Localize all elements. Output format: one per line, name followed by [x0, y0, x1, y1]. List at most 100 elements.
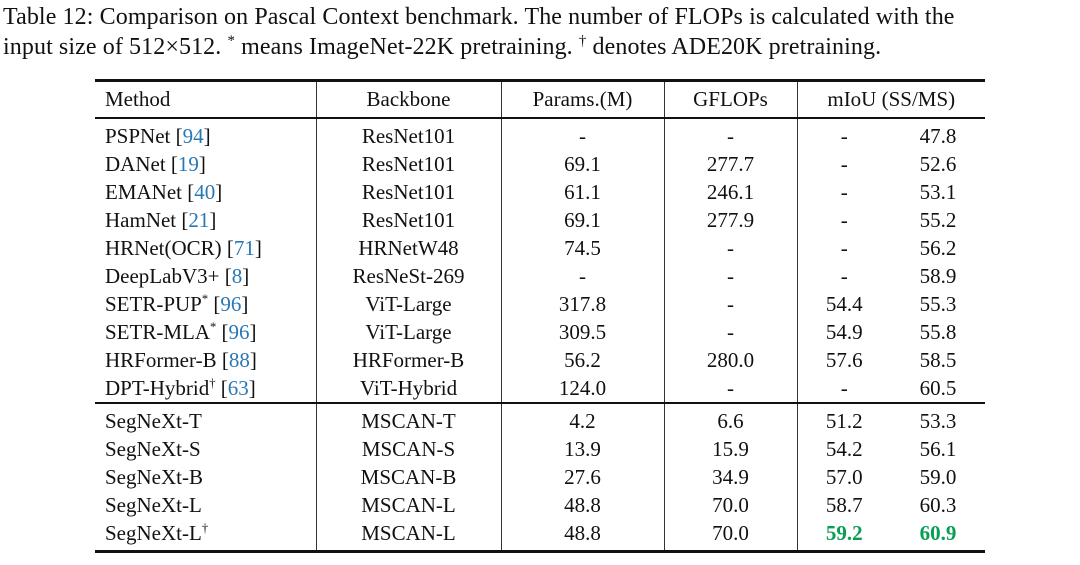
miou-ss-cell: -	[840, 235, 848, 260]
backbone-cell: ResNeSt-269	[316, 262, 502, 291]
backbone-cell: MSCAN-T	[316, 403, 502, 436]
table-group-segnext: SegNeXt-T MSCAN-T 4.2 6.6 51.2 53.3 SegN…	[95, 403, 985, 552]
citation-number[interactable]: 63	[227, 375, 249, 400]
params-cell: 74.5	[501, 234, 665, 263]
miou-ss-cell: -	[840, 179, 848, 204]
backbone-cell: HRNetW48	[316, 234, 502, 263]
gflops-cell: 70.0	[664, 491, 798, 520]
method-name: SegNeXt-S	[105, 436, 201, 461]
citation-ref[interactable]: [96]	[208, 291, 249, 316]
miou-ss-cell: -	[840, 151, 848, 176]
column-header-miou: mIoU (SS/MS)	[827, 86, 956, 111]
method-cell: SETR-PUP* [96]	[95, 290, 317, 319]
table-row: HRNet(OCR) [71] HRNetW48 74.5 - - 56.2	[95, 234, 985, 263]
column-header-backbone: Backbone	[316, 80, 502, 119]
citation-number[interactable]: 40	[194, 179, 216, 204]
miou-ss-cell: -	[840, 207, 848, 232]
method-superscript: †	[201, 520, 209, 535]
table-row: SegNeXt-L MSCAN-L 48.8 70.0 58.7 60.3	[95, 491, 985, 520]
dagger-superscript: †	[578, 33, 587, 50]
method-cell: SETR-MLA* [96]	[95, 318, 317, 347]
method-name: HRFormer-B	[105, 347, 217, 372]
miou-ms-cell: 55.3	[919, 291, 957, 316]
miou-ss-cell: 51.2	[825, 408, 863, 433]
gflops-cell: -	[664, 374, 798, 404]
method-cell: DANet [19]	[95, 150, 317, 179]
citation-number[interactable]: 96	[228, 319, 250, 344]
citation-ref[interactable]: [96]	[216, 319, 257, 344]
table-row: DANet [19] ResNet101 69.1 277.7 - 52.6	[95, 150, 985, 179]
citation-ref[interactable]: [19]	[165, 151, 206, 176]
gflops-cell: -	[664, 234, 798, 263]
citation-ref[interactable]: [94]	[170, 123, 211, 148]
method-name: HamNet	[105, 207, 177, 232]
params-cell: 48.8	[501, 491, 665, 520]
method-name: SegNeXt-L	[105, 492, 202, 517]
backbone-cell: ResNet101	[316, 206, 502, 235]
method-name: SETR-PUP	[105, 291, 202, 316]
results-table: Method Backbone Params.(M) GFLOPs mIoU (…	[95, 79, 985, 554]
table-caption: Table 12: Comparison on Pascal Context b…	[3, 3, 1078, 63]
backbone-cell: HRFormer-B	[316, 346, 502, 375]
citation-number[interactable]: 8	[231, 263, 243, 288]
miou-ms-cell: 47.8	[919, 123, 957, 148]
gflops-cell: -	[664, 290, 798, 319]
citation-ref[interactable]: [8]	[219, 263, 250, 288]
miou-ss-cell: 54.2	[825, 436, 863, 461]
params-cell: 317.8	[501, 290, 665, 319]
miou-ms-cell: 53.3	[919, 408, 957, 433]
params-cell: 4.2	[501, 403, 665, 436]
citation-number[interactable]: 88	[228, 347, 250, 372]
column-header-method: Method	[95, 80, 317, 119]
table-row: PSPNet [94] ResNet101 - - - 47.8	[95, 118, 985, 151]
miou-ms-cell: 52.6	[919, 151, 957, 176]
miou-ss-cell: 57.0	[825, 464, 863, 489]
table-row: HRFormer-B [88] HRFormer-B 56.2 280.0 57…	[95, 346, 985, 375]
table-row: DeepLabV3+ [8] ResNeSt-269 - - - 58.9	[95, 262, 985, 291]
asterisk-superscript: *	[227, 33, 236, 50]
params-cell: 69.1	[501, 206, 665, 235]
backbone-cell: ResNet101	[316, 150, 502, 179]
miou-ms-cell: 59.0	[919, 464, 957, 489]
citation-number[interactable]: 19	[177, 151, 199, 176]
miou-ms-cell: 53.1	[919, 179, 957, 204]
method-cell: EMANet [40]	[95, 178, 317, 207]
citation-number[interactable]: 21	[188, 207, 210, 232]
column-header-gflops: GFLOPs	[664, 80, 798, 119]
gflops-cell: -	[664, 262, 798, 291]
method-cell: PSPNet [94]	[95, 118, 317, 151]
method-name: SegNeXt-T	[105, 408, 202, 433]
method-name: HRNet(OCR)	[105, 235, 222, 260]
params-cell: 56.2	[501, 346, 665, 375]
miou-ss-cell: 57.6	[825, 347, 863, 372]
miou-ms-cell: 60.9	[919, 520, 957, 545]
method-cell: DPT-Hybrid† [63]	[95, 374, 317, 404]
column-header-params: Params.(M)	[501, 80, 665, 119]
backbone-cell: MSCAN-B	[316, 463, 502, 492]
method-name: SegNeXt-L	[105, 520, 202, 545]
miou-ms-cell: 55.8	[919, 319, 957, 344]
citation-ref[interactable]: [21]	[176, 207, 217, 232]
backbone-cell: ViT-Hybrid	[316, 374, 502, 404]
params-cell: -	[501, 118, 665, 151]
params-cell: 27.6	[501, 463, 665, 492]
params-cell: 48.8	[501, 519, 665, 552]
backbone-cell: ViT-Large	[316, 290, 502, 319]
citation-number[interactable]: 96	[220, 291, 242, 316]
method-name: DANet	[105, 151, 166, 176]
params-cell: 13.9	[501, 435, 665, 464]
citation-ref[interactable]: [40]	[182, 179, 223, 204]
method-cell: HRNet(OCR) [71]	[95, 234, 317, 263]
citation-ref[interactable]: [88]	[216, 347, 257, 372]
citation-ref[interactable]: [63]	[215, 375, 256, 400]
table-row: EMANet [40] ResNet101 61.1 246.1 - 53.1	[95, 178, 985, 207]
gflops-cell: 280.0	[664, 346, 798, 375]
caption-line-1: Table 12: Comparison on Pascal Context b…	[3, 4, 955, 30]
citation-number[interactable]: 94	[182, 123, 204, 148]
miou-ms-cell: 55.2	[919, 207, 957, 232]
miou-ms-cell: 56.2	[919, 235, 957, 260]
citation-ref[interactable]: [71]	[221, 235, 262, 260]
gflops-cell: 277.9	[664, 206, 798, 235]
citation-number[interactable]: 71	[233, 235, 255, 260]
params-cell: 69.1	[501, 150, 665, 179]
